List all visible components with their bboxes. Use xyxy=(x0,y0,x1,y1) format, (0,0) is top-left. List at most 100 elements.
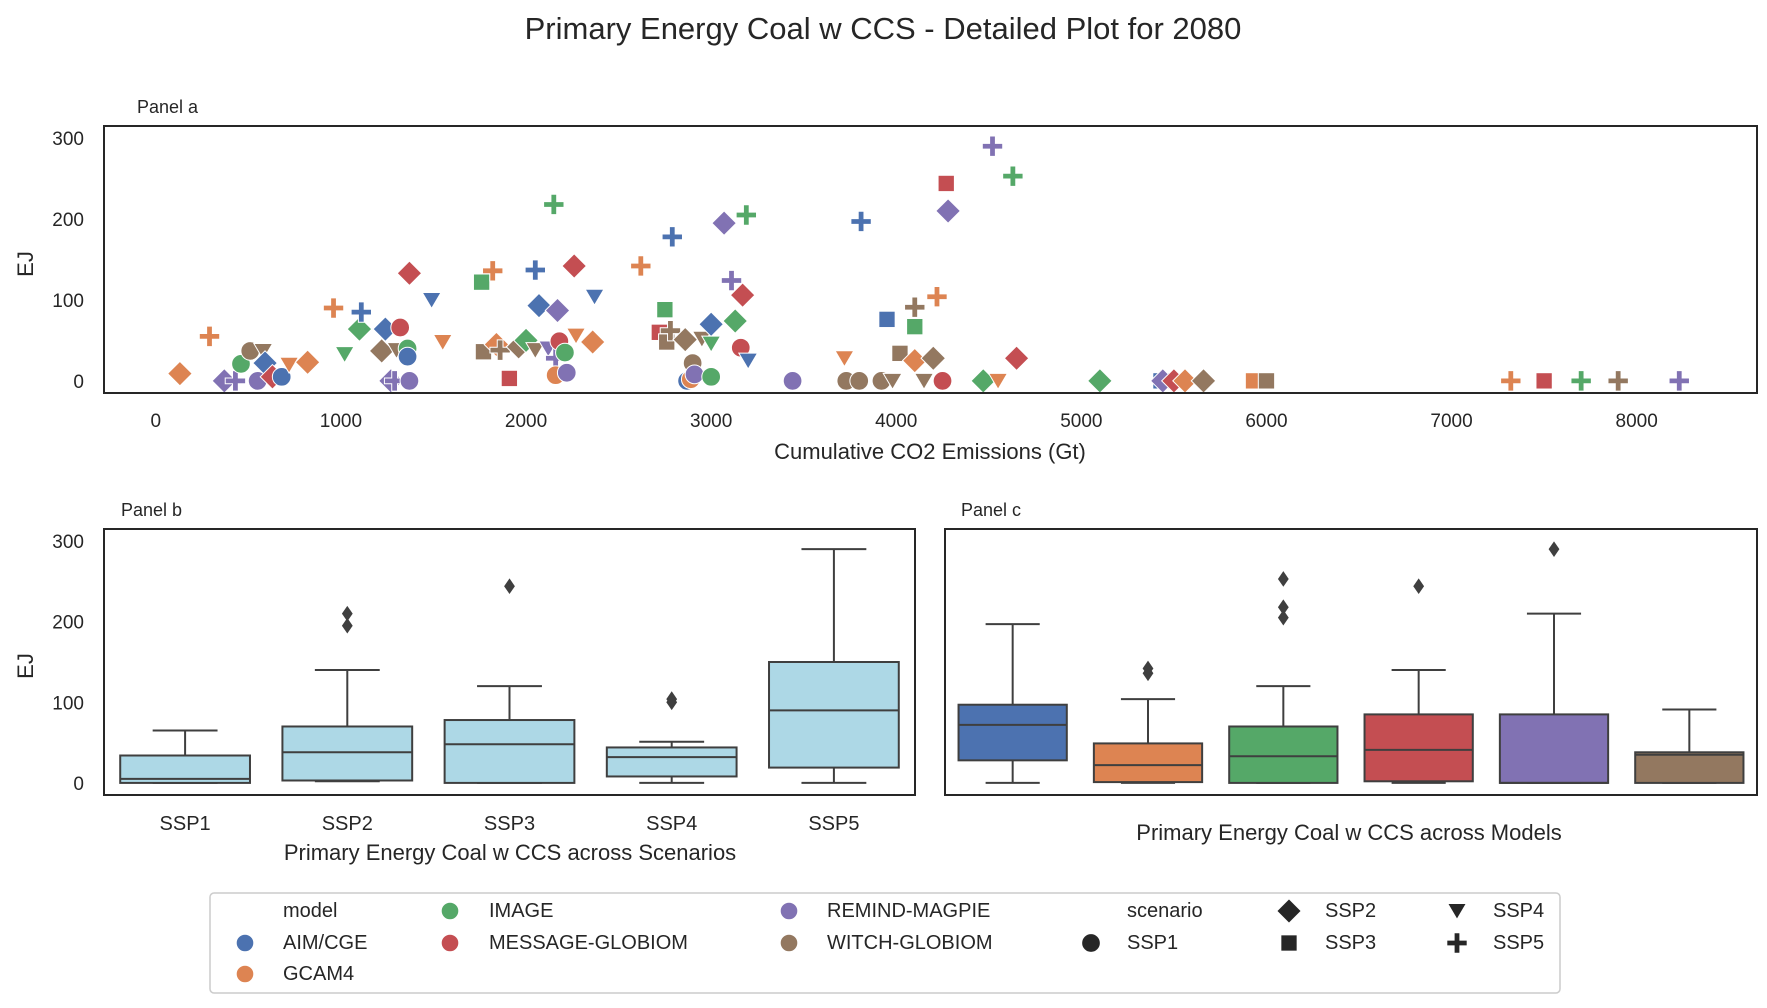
panel-b-frame xyxy=(103,528,916,796)
panel-c-label: Panel c xyxy=(961,500,1021,520)
scatter-point-gcam4-ssp5 xyxy=(630,255,652,277)
scatter-point-image-ssp5 xyxy=(543,193,565,216)
scatter-point-message-globiom-ssp2 xyxy=(1003,345,1030,372)
legend-marker-gcam4 xyxy=(235,964,255,984)
scatter-point-gcam4-ssp4 xyxy=(834,350,855,368)
scatter-point-witch-globiom-ssp4 xyxy=(252,342,274,361)
panel-c-outlier xyxy=(1413,578,1425,595)
panel-a-x-tick: 4000 xyxy=(875,411,917,432)
scatter-point-witch-globiom-ssp2 xyxy=(672,326,699,353)
legend-marker-ssp1 xyxy=(1081,933,1101,953)
panel-a-y-tick: 300 xyxy=(52,129,84,150)
scatter-point-aim-cge-ssp2 xyxy=(526,292,552,319)
panel-a-y-tick: 100 xyxy=(52,291,84,312)
scatter-point-gcam4-ssp5 xyxy=(198,325,221,348)
panel-c-outlier xyxy=(1277,599,1289,615)
scatter-point-message-globiom-ssp2 xyxy=(561,253,588,279)
scatter-point-message-globiom-ssp2 xyxy=(396,260,423,287)
panel-b-outlier xyxy=(341,605,353,622)
scatter-point-message-globiom-ssp1 xyxy=(390,317,411,338)
panel-b-iqr-box xyxy=(768,661,900,769)
figure-title: Primary Energy Coal w CCS - Detailed Plo… xyxy=(525,11,1242,46)
scatter-point-witch-globiom-ssp4 xyxy=(882,372,903,391)
legend-scenario-title: scenario xyxy=(1127,900,1203,922)
panel-c-iqr-box xyxy=(1228,725,1339,784)
panel-c-box-image xyxy=(1228,571,1339,784)
scatter-point-image-ssp4 xyxy=(700,335,722,354)
legend-label-ssp4: SSP4 xyxy=(1493,900,1544,922)
scatter-point-gcam4-ssp5 xyxy=(482,260,504,282)
panel-c-box-witch-globiom xyxy=(1634,708,1745,784)
scatter-point-image-ssp5 xyxy=(1570,370,1592,392)
panel-b-outlier xyxy=(341,617,353,634)
scatter-point-remind-magpie-ssp1 xyxy=(684,364,705,385)
panel-c-box-aim-cge xyxy=(957,623,1068,784)
legend-label-gcam4: GCAM4 xyxy=(283,963,354,985)
scatter-point-gcam4-ssp5 xyxy=(1500,370,1522,392)
scatter-point-image-ssp5 xyxy=(735,204,758,226)
scatter-point-witch-globiom-ssp2 xyxy=(1190,367,1217,394)
scatter-point-message-globiom-ssp3 xyxy=(500,369,519,388)
scatter-point-witch-globiom-ssp4 xyxy=(913,372,935,391)
scatter-point-image-ssp1 xyxy=(555,342,575,363)
panel-c-iqr-box xyxy=(1363,713,1474,783)
scatter-point-image-ssp3 xyxy=(472,273,491,291)
panel-b: Panel b EJ Primary Energy Coal w CCS acr… xyxy=(13,500,916,865)
scatter-point-aim-cge-ssp4 xyxy=(421,291,442,310)
scatter-point-gcam4-ssp2 xyxy=(166,360,193,387)
panel-b-y-tick: 100 xyxy=(52,693,84,714)
panel-c-outlier xyxy=(1277,609,1289,626)
panel-a: Panel a EJ Cumulative CO2 Emissions (Gt)… xyxy=(13,97,1758,464)
scatter-point-gcam4-ssp4 xyxy=(432,334,453,352)
scatter-point-aim-cge-ssp5 xyxy=(524,259,546,281)
panel-b-box-ssp4 xyxy=(605,691,738,784)
legend-label-ssp5: SSP5 xyxy=(1493,932,1544,954)
panel-c-box-remind-magpie xyxy=(1498,541,1610,784)
scatter-point-witch-globiom-ssp5 xyxy=(489,339,511,361)
scatter-point-aim-cge-ssp1 xyxy=(271,366,292,387)
panel-b-x-tick: SSP3 xyxy=(484,813,535,835)
scatter-point-remind-magpie-ssp1 xyxy=(782,371,803,391)
legend-label-ssp3: SSP3 xyxy=(1325,932,1376,954)
panel-b-x-tick: SSP4 xyxy=(646,813,697,835)
panel-b-x-label: Primary Energy Coal w CCS across Scenari… xyxy=(284,840,736,865)
legend-label-ssp2: SSP2 xyxy=(1325,900,1376,922)
panel-b-y-tick: 0 xyxy=(73,774,84,795)
scatter-point-remind-magpie-ssp5 xyxy=(383,370,406,392)
panel-a-x-tick: 6000 xyxy=(1245,411,1287,432)
scatter-point-message-globiom-ssp1 xyxy=(932,371,953,391)
legend-marker-ssp3 xyxy=(1280,934,1298,952)
panel-c-outlier xyxy=(1142,660,1154,677)
scatter-point-remind-magpie-ssp2 xyxy=(711,210,738,237)
panel-c-box-message-globiom xyxy=(1363,578,1474,784)
scatter-point-message-globiom-ssp3 xyxy=(937,174,955,193)
panel-a-label: Panel a xyxy=(137,97,199,117)
scatter-point-image-ssp2 xyxy=(346,316,373,343)
panel-b-x-tick: SSP1 xyxy=(160,813,211,835)
legend: model scenario AIM/CGE GCAM4 IMAGE MESSAGE-… xyxy=(209,892,1561,994)
panel-a-frame xyxy=(103,125,1758,394)
legend-frame xyxy=(209,892,1561,994)
panel-a-x-tick: 7000 xyxy=(1430,411,1472,432)
legend-model-title: model xyxy=(283,900,337,922)
scatter-point-image-ssp2 xyxy=(970,367,997,394)
legend-label-image: IMAGE xyxy=(489,900,553,922)
panel-b-y-label: EJ xyxy=(13,653,38,679)
scatter-point-witch-globiom-ssp5 xyxy=(904,296,926,318)
panel-b-box-ssp2 xyxy=(281,605,414,783)
scatter-point-gcam4-ssp5 xyxy=(926,286,948,308)
scatter-point-remind-magpie-ssp5 xyxy=(981,135,1004,157)
scatter-point-image-ssp3 xyxy=(906,317,924,336)
panel-a-x-tick: 1000 xyxy=(320,411,362,432)
panel-b-box-ssp3 xyxy=(443,578,576,784)
panel-a-y-label: EJ xyxy=(13,251,38,277)
scatter-point-gcam4-ssp2 xyxy=(579,329,606,355)
legend-label-remind-magpie: REMIND-MAGPIE xyxy=(827,900,990,922)
legend-marker-aim-cge xyxy=(235,933,255,953)
scatter-point-image-ssp2 xyxy=(1086,367,1113,394)
panel-b-y-tick: 200 xyxy=(52,613,84,634)
panel-c-iqr-box xyxy=(1498,713,1610,784)
scatter-point-remind-magpie-ssp5 xyxy=(224,370,247,392)
scatter-point-witch-globiom-ssp4 xyxy=(525,342,546,360)
